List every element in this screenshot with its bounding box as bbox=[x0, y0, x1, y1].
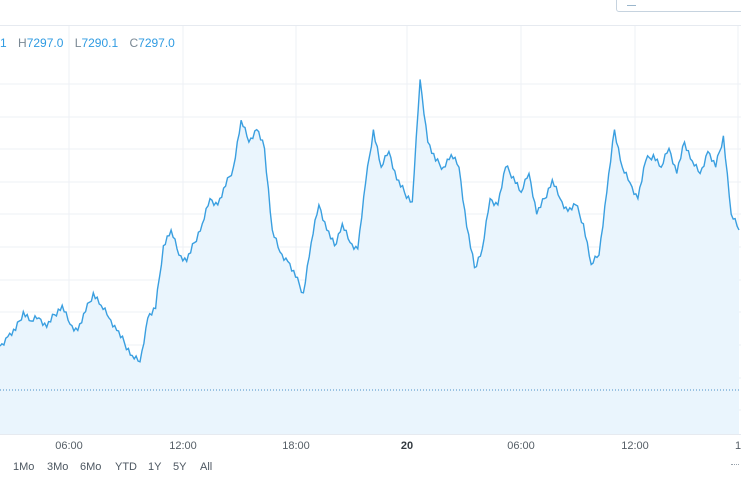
x-tick-label: 1 bbox=[734, 440, 741, 452]
low-value: 7290.1 bbox=[81, 36, 119, 50]
open-value: 1 bbox=[0, 36, 7, 50]
symbol-search-input[interactable] bbox=[616, 0, 741, 12]
price-area-fill bbox=[0, 79, 739, 434]
high-label: H bbox=[18, 36, 27, 50]
range-button-6mo[interactable]: 6Mo bbox=[80, 461, 102, 473]
ohlc-legend: 1 H7297.0 L7290.1 C7297.0 bbox=[0, 36, 175, 50]
price-chart[interactable] bbox=[0, 26, 741, 434]
x-tick-label: 12:00 bbox=[169, 440, 197, 452]
range-button-ytd[interactable]: YTD bbox=[115, 461, 137, 473]
price-line bbox=[0, 79, 740, 363]
x-tick-label: 12:00 bbox=[621, 440, 649, 452]
x-tick-label: 20 bbox=[400, 440, 414, 452]
x-tick-label: 18:00 bbox=[282, 440, 310, 452]
high-value: 7297.0 bbox=[26, 36, 64, 50]
range-button-5y[interactable]: 5Y bbox=[173, 461, 187, 473]
low-label: L bbox=[74, 36, 82, 50]
more-options-icon[interactable] bbox=[731, 464, 739, 467]
range-selector: 1Mo 3Mo 6Mo YTD 1Y 5Y All bbox=[0, 454, 741, 486]
search-icon bbox=[627, 0, 636, 6]
close-label: C bbox=[129, 36, 139, 50]
top-toolbar bbox=[0, 0, 741, 26]
close-value: 7297.0 bbox=[138, 36, 175, 50]
range-button-all[interactable]: All bbox=[200, 461, 213, 473]
range-button-3mo[interactable]: 3Mo bbox=[47, 461, 69, 473]
x-tick-label: 06:00 bbox=[55, 440, 83, 452]
time-axis: 06:00 12:00 18:00 20 06:00 12:00 1 bbox=[0, 434, 741, 454]
range-button-1mo[interactable]: 1Mo bbox=[13, 461, 35, 473]
x-tick-label: 06:00 bbox=[507, 440, 535, 452]
range-button-1y[interactable]: 1Y bbox=[148, 461, 162, 473]
